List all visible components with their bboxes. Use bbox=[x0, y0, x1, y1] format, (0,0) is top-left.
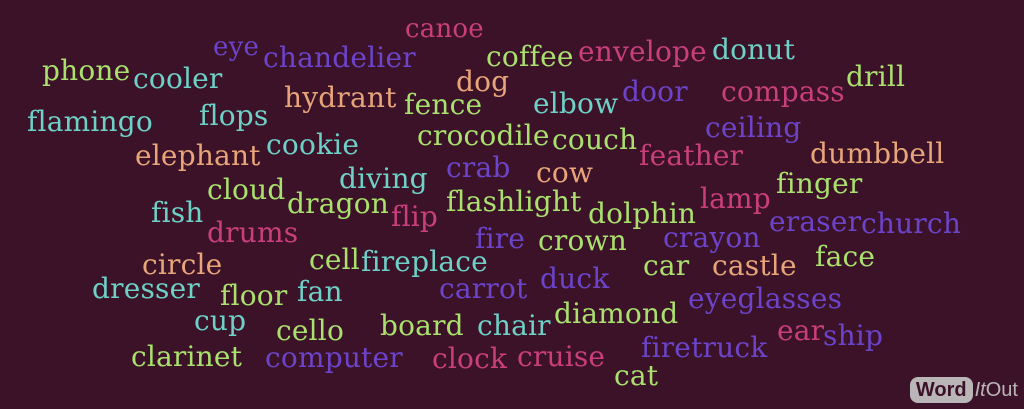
cloud-word-church: church bbox=[861, 207, 962, 240]
cloud-word-cookie: cookie bbox=[266, 128, 360, 161]
cloud-word-cup: cup bbox=[194, 304, 247, 337]
cloud-word-computer: computer bbox=[265, 341, 403, 374]
cloud-word-crocodile: crocodile bbox=[417, 119, 550, 152]
cloud-word-crab: crab bbox=[446, 151, 511, 184]
cloud-word-ship: ship bbox=[823, 319, 884, 352]
cloud-word-phone: phone bbox=[42, 54, 131, 87]
cloud-word-ceiling: ceiling bbox=[705, 111, 802, 144]
cloud-word-circle: circle bbox=[142, 248, 223, 281]
cloud-word-feather: feather bbox=[639, 139, 744, 172]
cloud-word-envelope: envelope bbox=[578, 35, 707, 68]
cloud-word-chandelier: chandelier bbox=[263, 41, 416, 74]
cloud-word-elbow: elbow bbox=[533, 87, 619, 120]
cloud-word-fish: fish bbox=[151, 196, 204, 229]
cloud-word-dragon: dragon bbox=[287, 187, 390, 220]
cloud-word-flashlight: flashlight bbox=[446, 185, 582, 218]
cloud-word-eye: eye bbox=[213, 32, 260, 62]
cloud-word-finger: finger bbox=[776, 167, 863, 200]
cloud-word-carrot: carrot bbox=[439, 272, 528, 305]
cloud-word-ear: ear bbox=[777, 314, 825, 347]
cloud-word-diamond: diamond bbox=[554, 297, 679, 330]
cloud-word-cow: cow bbox=[536, 156, 594, 189]
watermark-itout: ItOut bbox=[975, 380, 1018, 400]
cloud-word-flops: flops bbox=[199, 99, 269, 132]
cloud-word-diving: diving bbox=[339, 162, 428, 195]
cloud-word-canoe: canoe bbox=[405, 14, 484, 44]
cloud-word-compass: compass bbox=[721, 75, 845, 108]
cloud-word-cloud: cloud bbox=[207, 173, 286, 206]
cloud-word-cello: cello bbox=[276, 314, 345, 347]
cloud-word-dog: dog bbox=[456, 65, 510, 98]
cloud-word-clock: clock bbox=[432, 342, 508, 375]
watermark-word: Word bbox=[909, 377, 973, 403]
wordle-watermark-logo: Word ItOut bbox=[909, 377, 1018, 403]
cloud-word-clarinet: clarinet bbox=[131, 340, 243, 373]
watermark-it: It bbox=[974, 379, 986, 401]
cloud-word-eraser: eraser bbox=[769, 205, 862, 238]
cloud-word-elephant: elephant bbox=[135, 139, 261, 172]
cloud-word-fence: fence bbox=[404, 88, 483, 121]
cloud-word-dolphin: dolphin bbox=[588, 197, 697, 230]
cloud-word-flip: flip bbox=[391, 200, 438, 233]
cloud-word-cell: cell bbox=[309, 243, 360, 276]
cloud-word-cruise: cruise bbox=[517, 340, 606, 373]
cloud-word-fan: fan bbox=[297, 275, 343, 308]
watermark-out: Out bbox=[985, 379, 1018, 401]
cloud-word-car: car bbox=[643, 249, 690, 282]
cloud-word-board: board bbox=[380, 309, 464, 342]
cloud-word-face: face bbox=[815, 240, 876, 273]
cloud-word-donut: donut bbox=[712, 33, 796, 66]
cloud-word-coffee: coffee bbox=[486, 40, 574, 73]
cloud-word-hydrant: hydrant bbox=[284, 81, 397, 114]
cloud-word-drill: drill bbox=[846, 60, 906, 93]
cloud-word-fireplace: fireplace bbox=[361, 245, 488, 278]
cloud-word-floor: floor bbox=[220, 279, 288, 312]
cloud-word-lamp: lamp bbox=[700, 182, 771, 215]
cloud-word-firetruck: firetruck bbox=[641, 331, 768, 364]
cloud-word-door: door bbox=[622, 75, 688, 108]
cloud-word-drums: drums bbox=[207, 216, 299, 249]
cloud-word-couch: couch bbox=[552, 123, 638, 156]
cloud-word-crayon: crayon bbox=[663, 221, 761, 254]
cloud-word-cooler: cooler bbox=[133, 62, 223, 95]
cloud-word-flamingo: flamingo bbox=[27, 105, 153, 138]
cloud-word-dresser: dresser bbox=[92, 272, 200, 305]
cloud-word-cat: cat bbox=[614, 359, 659, 392]
cloud-word-eyeglasses: eyeglasses bbox=[688, 282, 843, 315]
cloud-word-duck: duck bbox=[540, 262, 610, 295]
cloud-word-fire: fire bbox=[475, 222, 526, 255]
cloud-word-castle: castle bbox=[712, 249, 797, 282]
cloud-word-chair: chair bbox=[477, 309, 551, 342]
cloud-word-crown: crown bbox=[538, 224, 627, 257]
cloud-word-dumbbell: dumbbell bbox=[810, 137, 945, 170]
